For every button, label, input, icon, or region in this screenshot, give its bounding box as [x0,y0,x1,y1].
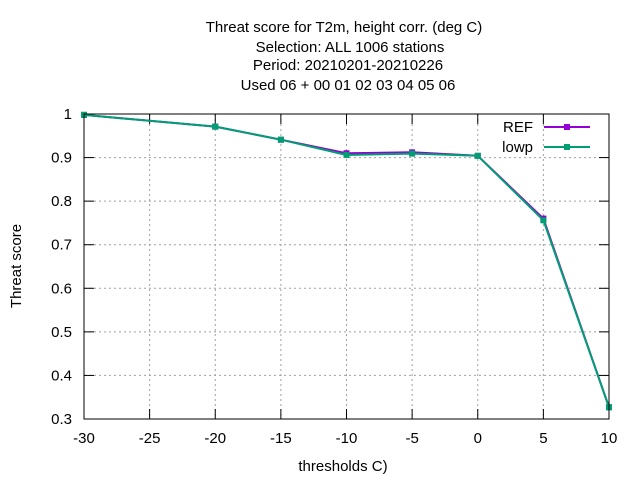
plot-frame [83,113,610,420]
x-tick-label: -10 [336,430,358,447]
y-tick-label: 0.3 [51,411,72,428]
x-tick-label: -15 [270,430,292,447]
y-tick-label: 0.7 [51,237,72,254]
data-point-lowp [474,152,481,159]
series-line-lowp [83,113,610,408]
data-point-lowp [409,150,416,157]
data-point-lowp [540,217,547,224]
x-axis-label: thresholds C) [298,458,387,475]
x-tick-label: -5 [405,430,418,447]
legend-label-lowp: lowp [502,139,533,156]
data-point-lowp [212,123,219,130]
y-tick-label: 1 [64,106,72,123]
x-tick-label: 0 [474,430,482,447]
data-point-lowp [343,151,350,158]
y-tick-label: 0.9 [51,150,72,167]
x-tick-label: -30 [73,430,95,447]
y-tick-label: 0.5 [51,324,72,341]
x-tick-label: 5 [539,430,547,447]
y-tick-label: 0.4 [51,367,72,384]
x-tick-label: -20 [204,430,226,447]
chart-title-line-1: Threat score for T2m, height corr. (deg … [206,19,483,36]
legend-label-ref: REF [503,119,533,136]
series-line-ref [83,113,610,408]
y-axis-label: Threat score [8,224,25,308]
x-tick-label: 10 [601,430,618,447]
y-tick-label: 0.8 [51,193,72,210]
chart-title-line-4: Used 06 + 00 01 02 03 04 05 06 [241,77,456,94]
x-tick-label: -25 [139,430,161,447]
chart-title-line-2: Selection: ALL 1006 stations [256,39,445,56]
axis-ticks: -30 -25 -20 -15 -10 -5 0 5 10 0.3 0.4 0.5 0.6 0.7 0.8 0… [51,106,617,447]
legend-marker-lowp [564,144,570,150]
grid [84,114,609,419]
legend-marker-ref [564,124,570,130]
y-tick-label: 0.6 [51,280,72,297]
chart-title-line-3: Period: 20210201-20210226 [253,57,443,74]
legend: REF lowp [502,119,590,156]
data-point-lowp [277,136,284,143]
